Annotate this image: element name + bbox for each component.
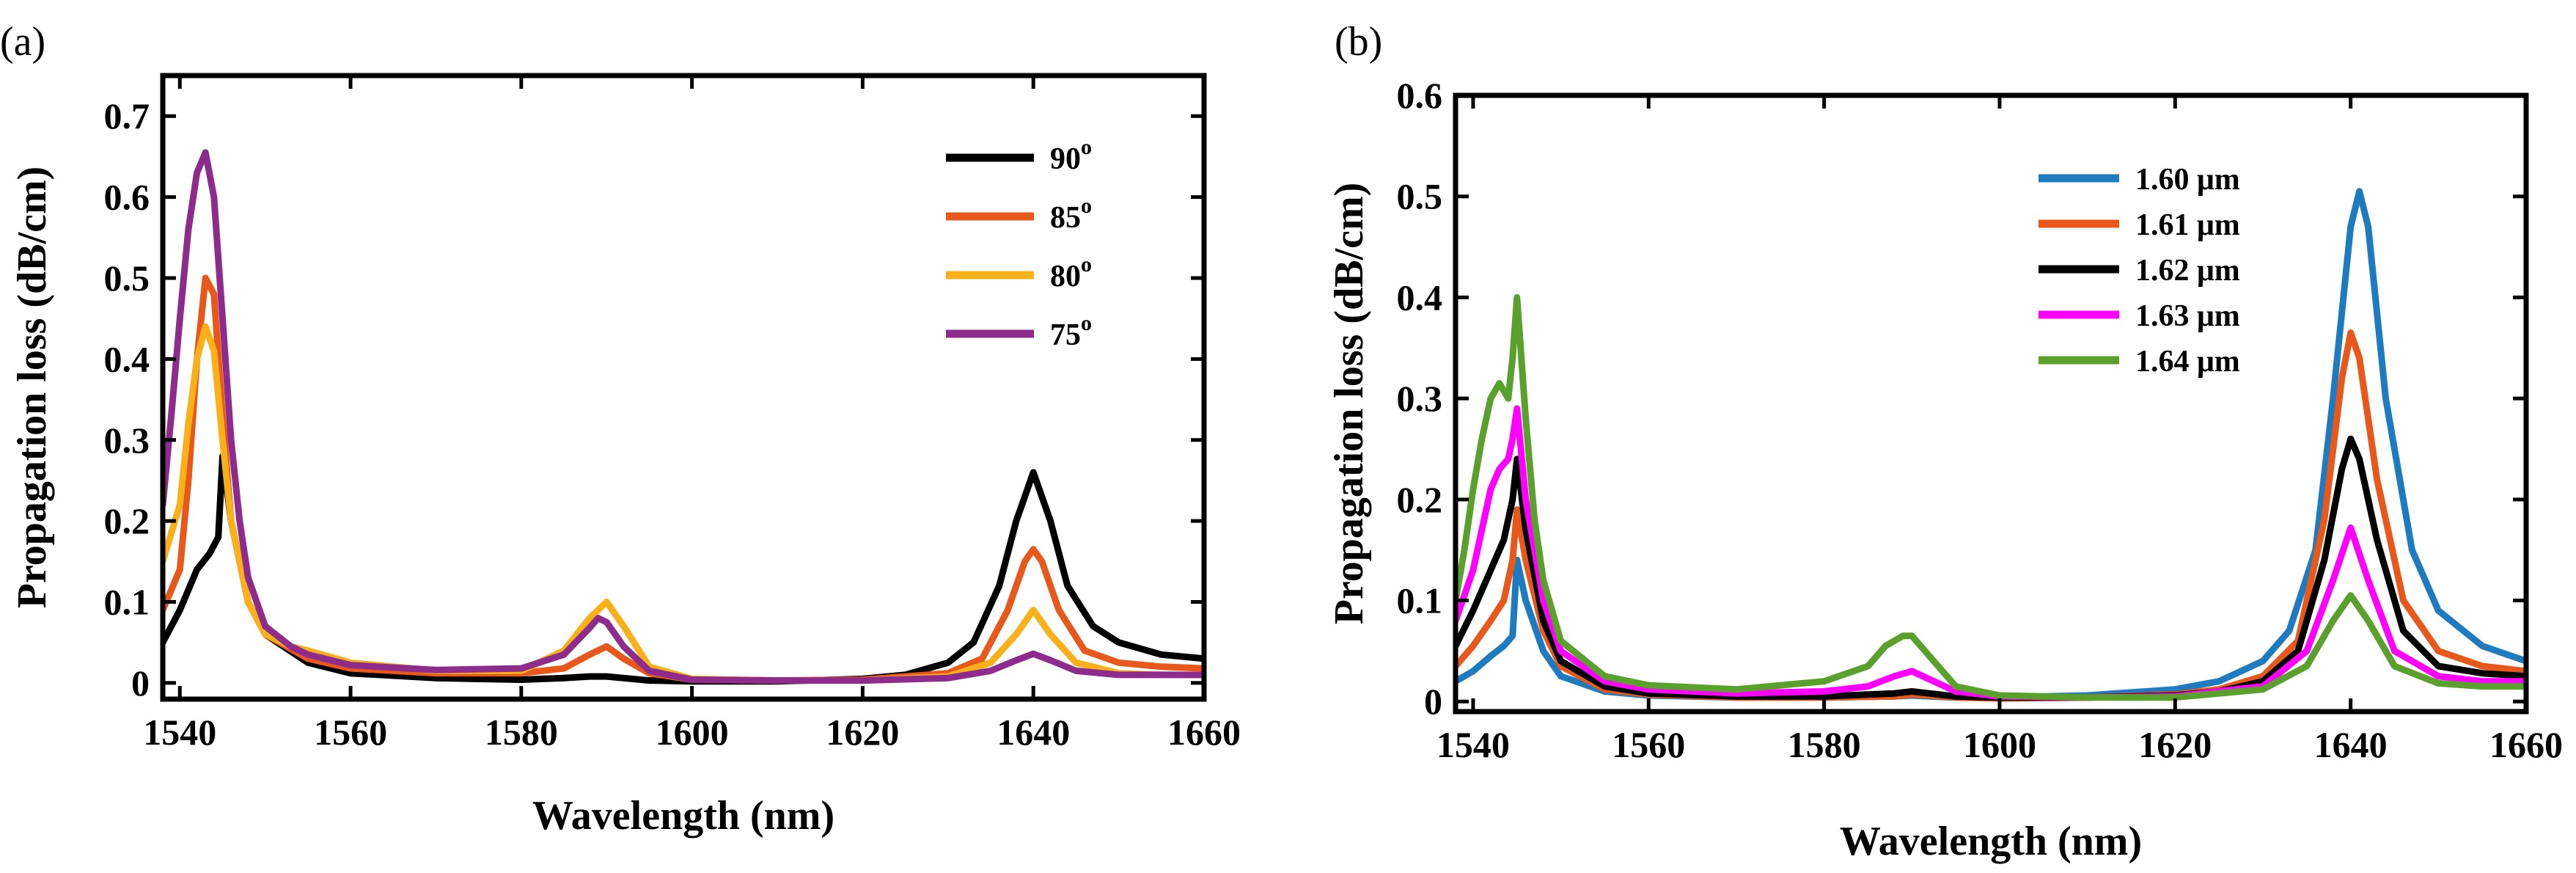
x-tick-label-b: 1580 bbox=[1788, 724, 1861, 765]
ticks-b: 1540 1560 1580 1600 1620 1640 1660 0 0.1 0.2 0.3 0.… bbox=[1397, 75, 2564, 765]
x-tick-label-b: 1600 bbox=[1963, 724, 2036, 765]
legend-superscript: o bbox=[1081, 194, 1092, 218]
legend-superscript: o bbox=[1081, 135, 1092, 159]
x-tick-label-b: 1560 bbox=[1612, 724, 1685, 765]
y-tick-label-b: 0.5 bbox=[1397, 176, 1443, 217]
x-tick-label-b: 1660 bbox=[2489, 724, 2563, 765]
legend-label-b-2: 1.61 μm bbox=[2135, 208, 2240, 242]
x-axis-title-b: Wavelength (nm) bbox=[1840, 819, 2142, 864]
series-line-a-4 bbox=[163, 149, 1204, 684]
series-line-b-2 bbox=[1456, 329, 2526, 702]
x-tick-label-a: 1560 bbox=[314, 712, 387, 753]
y-tick-label-a: 0.4 bbox=[104, 338, 150, 379]
y-tick-label-a: 0.1 bbox=[104, 582, 150, 623]
legend-label-b-1: 1.60 μm bbox=[2135, 163, 2240, 197]
y-tick-label-a: 0 bbox=[131, 662, 150, 704]
x-tick-label-a: 1620 bbox=[826, 712, 899, 753]
panel-label-b: (b) bbox=[1335, 19, 1382, 65]
axes-box-a bbox=[160, 73, 1207, 702]
y-tick-label-a: 0.7 bbox=[104, 95, 150, 136]
legend-b: 1.60 μm 1.61 μm 1.62 μm 1.63 μm 1.64 μm bbox=[2039, 163, 2240, 379]
chart-panel-b: (b) 1540 1560 1580 1600 1620 1640 1660 0 0.1 0.2 0… bbox=[1326, 19, 2563, 864]
series-line-a-3 bbox=[163, 323, 1204, 684]
series-lines-a bbox=[163, 149, 1204, 685]
legend-a: 90o 85o 80o 75o bbox=[946, 135, 1092, 352]
y-tick-label-b: 0.4 bbox=[1397, 277, 1443, 318]
chart-panel-a: (a) 1540 1560 1580 1600 1620 1640 1660 0 0.1 0.2 0… bbox=[0, 19, 1241, 839]
legend-label-b-5: 1.64 μm bbox=[2135, 345, 2240, 379]
legend-label-a-3: 80o bbox=[1050, 252, 1092, 293]
y-tick-label-a: 0.3 bbox=[104, 420, 150, 461]
y-tick-label-b: 0.1 bbox=[1397, 580, 1443, 621]
y-tick-label-a: 0.6 bbox=[104, 177, 150, 218]
series-line-a-2 bbox=[163, 274, 1204, 684]
x-tick-label-a: 1580 bbox=[485, 712, 558, 753]
y-tick-label-b: 0.2 bbox=[1397, 479, 1443, 520]
series-line-b-5 bbox=[1456, 293, 2526, 701]
legend-superscript: o bbox=[1081, 311, 1092, 335]
legend-label-b-4: 1.63 μm bbox=[2135, 299, 2240, 333]
x-axis-title-a: Wavelength (nm) bbox=[532, 793, 834, 839]
x-tick-label-b: 1640 bbox=[2314, 724, 2388, 765]
y-axis-title-b: Propagation loss (dB/cm) bbox=[1326, 183, 1372, 625]
axes-box-b bbox=[1453, 92, 2529, 715]
legend-label-a-4: 75o bbox=[1050, 311, 1092, 352]
x-tick-label-b: 1540 bbox=[1436, 724, 1510, 765]
y-tick-label-a: 0.5 bbox=[104, 257, 150, 299]
y-tick-label-b: 0.3 bbox=[1397, 378, 1443, 419]
y-tick-label-b: 0.6 bbox=[1397, 75, 1443, 116]
x-tick-label-b: 1620 bbox=[2138, 724, 2212, 765]
series-line-b-4 bbox=[1456, 405, 2526, 701]
series-lines-b bbox=[1456, 188, 2526, 702]
x-tick-label-a: 1600 bbox=[656, 712, 729, 753]
legend-label-b-3: 1.62 μm bbox=[2135, 254, 2240, 288]
x-tick-label-a: 1540 bbox=[143, 712, 216, 753]
y-tick-label-a: 0.2 bbox=[104, 500, 150, 541]
y-tick-label-b: 0 bbox=[1424, 681, 1442, 722]
x-tick-label-a: 1660 bbox=[1167, 712, 1241, 753]
legend-label-a-2: 85o bbox=[1050, 194, 1092, 235]
panel-label-a: (a) bbox=[0, 19, 45, 65]
series-line-b-3 bbox=[1456, 435, 2526, 701]
y-axis-title-a: Propagation loss (dB/cm) bbox=[10, 167, 55, 609]
legend-label-a-1: 90o bbox=[1050, 135, 1092, 176]
x-tick-label-a: 1640 bbox=[997, 712, 1070, 753]
ticks-a: 1540 1560 1580 1600 1620 1640 1660 0 0.1 0.2 0.3 0.… bbox=[104, 76, 1241, 753]
legend-superscript: o bbox=[1081, 252, 1092, 277]
